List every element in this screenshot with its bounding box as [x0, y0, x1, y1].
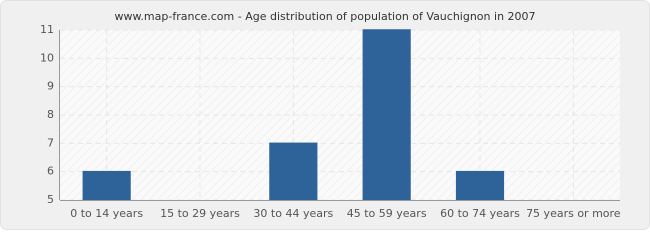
y-tick-label: 8 — [47, 108, 54, 121]
x-tick-label: 75 years or more — [526, 207, 621, 220]
y-tick-label: 10 — [40, 51, 54, 64]
y-tick-label: 5 — [47, 193, 54, 206]
x-tick-label: 60 to 74 years — [440, 207, 520, 220]
page: www.map-france.com - Age distribution of… — [0, 0, 650, 230]
bar — [82, 170, 131, 201]
x-tick-label: 0 to 14 years — [70, 207, 143, 220]
x-tick-label: 45 to 59 years — [347, 207, 427, 220]
x-tick-label: 15 to 29 years — [160, 207, 240, 220]
bar — [269, 142, 318, 201]
chart: www.map-france.com - Age distribution of… — [0, 0, 650, 230]
bar — [362, 29, 411, 201]
chart-title: www.map-france.com - Age distribution of… — [114, 10, 535, 23]
y-tick-label: 9 — [47, 80, 54, 93]
bar — [455, 170, 505, 201]
x-tick-label: 30 to 44 years — [253, 207, 333, 220]
y-tick-label: 11 — [40, 23, 54, 36]
y-tick-label: 6 — [47, 165, 54, 178]
y-tick-label: 7 — [47, 136, 54, 149]
